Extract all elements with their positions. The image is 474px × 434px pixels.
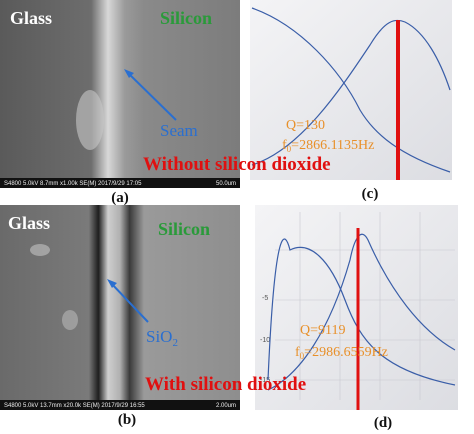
panel-c: Q=130 f0=2866.1135Hz Without silicon dio…: [143, 0, 452, 202]
q-label: Q=130: [286, 118, 325, 133]
q-label: Q=9119: [300, 323, 346, 338]
sio2-label: SiO2: [146, 327, 178, 349]
arrow: [109, 281, 149, 323]
panel-label: (d): [374, 415, 392, 431]
scale-bar: 2.00um: [216, 403, 236, 409]
f-sub: 0: [287, 144, 292, 154]
texture: [62, 310, 78, 330]
panel-a: Glass Silicon Seam S4800 5.0kV 8.7mm x1.…: [0, 0, 240, 206]
panel-label: (a): [111, 190, 129, 206]
seam-label: Seam: [160, 121, 198, 140]
arrow-head: [124, 69, 134, 78]
panel-b: Glass Silicon SiO2 S4800 5.0kV 13.7mm x2…: [0, 205, 240, 428]
sem-info: S4800 5.0kV 13.7mm x20.0k SE(M) 2017/9/2…: [4, 403, 145, 409]
f-label: f0=2986.6559Hz: [295, 345, 388, 361]
sem-image: [0, 205, 240, 410]
y-tick-label: -15: [260, 377, 270, 384]
texture: [30, 244, 50, 256]
glass-label: Glass: [8, 213, 50, 233]
f-sub: 0: [300, 351, 305, 361]
sem-image: [0, 0, 240, 188]
screen-grid: [275, 212, 455, 400]
screen: [250, 0, 452, 180]
silicon-label: Silicon: [160, 8, 212, 28]
glass-label: Glass: [10, 8, 52, 28]
arrow-head: [107, 279, 117, 288]
y-tick-label: -5: [262, 295, 268, 302]
sio2-main: SiO: [146, 327, 172, 346]
sem-info: S4800 5.0kV 8.7mm x1.00k SE(M) 2017/9/29…: [4, 181, 142, 187]
f-label: f0=2866.1135Hz: [282, 138, 374, 154]
caption: With silicon dioxide: [145, 374, 306, 395]
sio2-sub: 2: [172, 337, 178, 349]
scale-bar: 50.0um: [216, 181, 236, 187]
curve: [251, 7, 451, 173]
panel-label: (c): [362, 186, 379, 202]
curve: [267, 238, 456, 386]
panel-d: -5 -10 -15 Q=9119 f0=2986.6559Hz With si…: [145, 205, 458, 431]
curve: [251, 19, 451, 166]
y-tick-label: -10: [260, 337, 270, 344]
f-value: =2866.1135Hz: [291, 138, 374, 153]
info-bar: [0, 400, 240, 410]
panel-label: (b): [118, 412, 136, 428]
f-value: =2986.6559Hz: [304, 345, 388, 360]
texture: [76, 90, 104, 150]
silicon-label: Silicon: [158, 219, 210, 239]
f-symbol: f: [282, 138, 287, 153]
caption: Without silicon dioxide: [143, 154, 331, 175]
arrow: [126, 71, 177, 121]
f-symbol: f: [295, 345, 300, 360]
info-bar: [0, 178, 240, 188]
